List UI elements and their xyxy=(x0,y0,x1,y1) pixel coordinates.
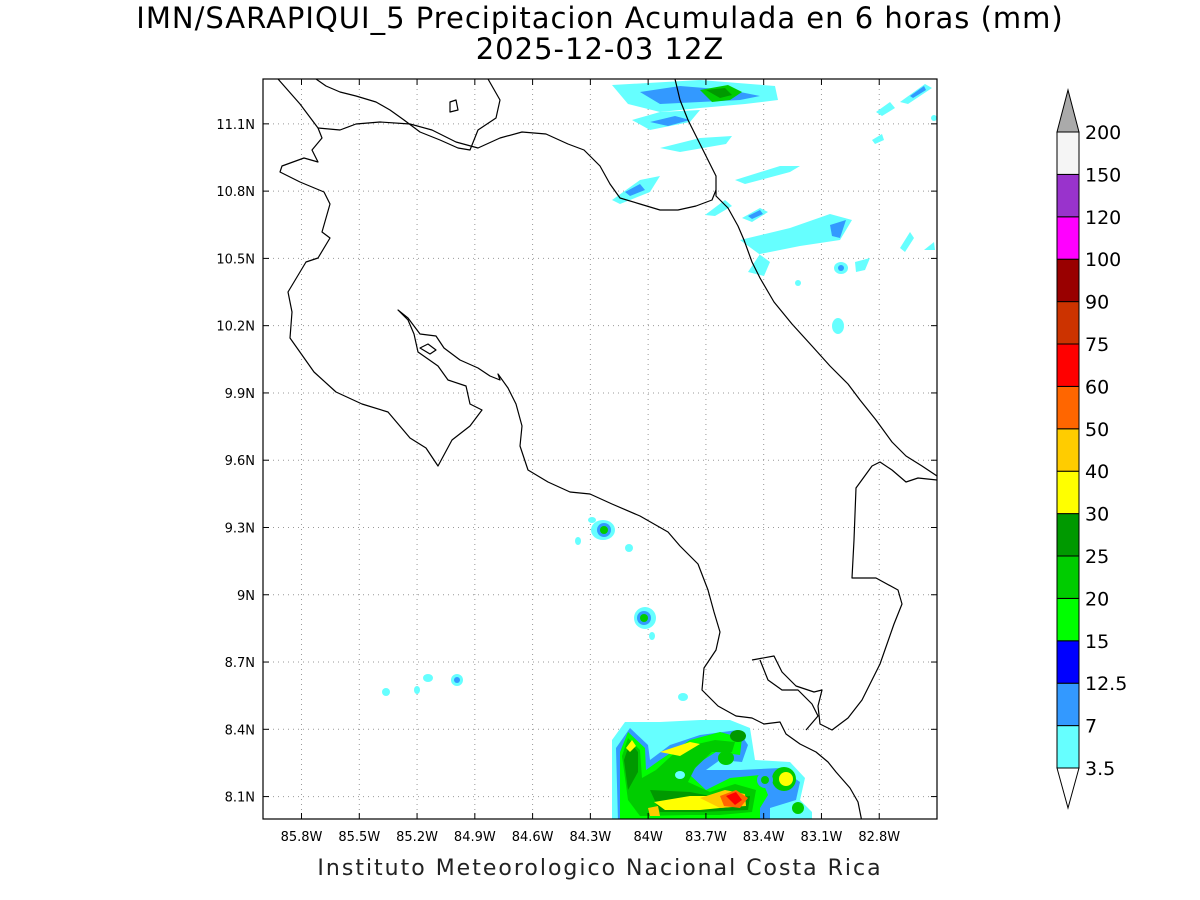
lon-tick-label: 85.2W xyxy=(396,830,438,845)
colorbar-swatch xyxy=(1056,640,1080,684)
coastline-golfito xyxy=(759,659,819,731)
colorbar-swatch xyxy=(1056,131,1080,175)
precip-scattered-cells xyxy=(382,517,688,701)
colorbar-swatch xyxy=(1056,173,1080,218)
colorbar-label: 120 xyxy=(1085,207,1121,229)
lon-axis: 85.8W 85.5W 85.2W 84.9W 84.6W 84.3W 84W 83.7W 83… xyxy=(281,79,900,845)
map-title: IMN/SARAPIQUI_5 Precipitacion Acumulada … xyxy=(136,1,1064,35)
colorbar-label: 20 xyxy=(1085,588,1109,610)
coastlines xyxy=(277,79,937,819)
lat-axis: 8.1N 8.4N 8.7N 9N 9.3N 9.6N 9.9N 10.2N 10.5N 10.8… xyxy=(216,118,937,806)
lat-tick-label: 10.2N xyxy=(216,320,255,335)
colorbar-arrow-top xyxy=(1056,88,1080,133)
colorbar-swatch xyxy=(1056,513,1080,557)
colorbar-label: 25 xyxy=(1085,546,1109,568)
colorbar-label: 30 xyxy=(1085,504,1109,526)
colorbar-arrow-bottom xyxy=(1056,767,1080,810)
map-frame xyxy=(262,78,938,820)
colorbar-swatch xyxy=(1056,725,1080,769)
colorbar-label: 100 xyxy=(1085,249,1121,271)
colorbar-label: 150 xyxy=(1085,164,1121,186)
lon-tick-label: 83.1W xyxy=(801,830,843,845)
colorbar-label: 75 xyxy=(1085,334,1109,356)
lon-tick-label: 84.9W xyxy=(454,830,496,845)
colorbar-swatch xyxy=(1056,216,1080,260)
colorbar-label: 15 xyxy=(1085,631,1109,653)
lat-tick-label: 9.3N xyxy=(225,521,255,536)
colorbar-label: 50 xyxy=(1085,419,1109,441)
colorbar-swatch xyxy=(1056,428,1080,472)
coastline-caribbean xyxy=(674,79,937,477)
lat-tick-label: 11.1N xyxy=(216,118,255,133)
lat-tick-label: 8.1N xyxy=(225,791,255,806)
map-grid xyxy=(263,79,937,819)
lon-tick-label: 85.8W xyxy=(281,830,323,845)
colorbar-swatch xyxy=(1056,555,1080,599)
footer-credit: Instituto Meteorologico Nacional Costa R… xyxy=(317,856,883,881)
lon-tick-label: 83.7W xyxy=(685,830,727,845)
colorbar-label: 200 xyxy=(1085,122,1121,144)
colorbar-swatch xyxy=(1056,258,1080,303)
lon-tick-label: 85.5W xyxy=(338,830,380,845)
colorbar-label: 60 xyxy=(1085,376,1109,398)
colorbar-swatch xyxy=(1056,385,1080,430)
coastline-chira xyxy=(419,343,437,355)
colorbar-label: 7 xyxy=(1085,716,1097,738)
colorbar-label: 12.5 xyxy=(1085,673,1127,695)
lon-tick-label: 84.6W xyxy=(512,830,554,845)
lat-tick-label: 10.8N xyxy=(216,185,255,200)
colorbar-swatch xyxy=(1056,597,1080,642)
precip-field xyxy=(382,80,937,819)
lon-tick-label: 83.4W xyxy=(743,830,785,845)
map-valid-time: 2025-12-03 12Z xyxy=(475,32,725,66)
lat-tick-label: 10.5N xyxy=(216,252,255,267)
lat-tick-label: 9.9N xyxy=(225,387,255,402)
colorbar-label: 3.5 xyxy=(1085,758,1115,780)
lat-tick-label: 8.4N xyxy=(225,723,255,738)
precip-north-bands xyxy=(612,80,937,334)
lake-island xyxy=(449,99,459,113)
colorbar-swatch xyxy=(1056,682,1080,727)
border-nicaragua xyxy=(317,121,717,211)
lon-tick-label: 84.3W xyxy=(569,830,611,845)
lat-tick-label: 9.6N xyxy=(225,454,255,469)
precip-southern-complex xyxy=(612,720,812,819)
coastline-pacific xyxy=(277,79,863,819)
lon-tick-label: 82.8W xyxy=(858,830,900,845)
lat-tick-label: 9N xyxy=(237,589,255,604)
colorbar-swatch xyxy=(1056,301,1080,345)
colorbar-swatch xyxy=(1056,343,1080,387)
lat-tick-label: 8.7N xyxy=(225,656,255,671)
lon-tick-label: 84W xyxy=(633,830,663,845)
colorbar-label: 90 xyxy=(1085,292,1109,314)
coastline-osa xyxy=(751,461,937,731)
colorbar-label: 40 xyxy=(1085,461,1109,483)
colorbar-swatch xyxy=(1056,470,1080,515)
colorbar: 3.5 7 12.5 15 20 25 30 40 50 60 75 90 100 120 150 200 xyxy=(1056,88,1127,810)
coastline-nicaragua xyxy=(315,79,501,151)
